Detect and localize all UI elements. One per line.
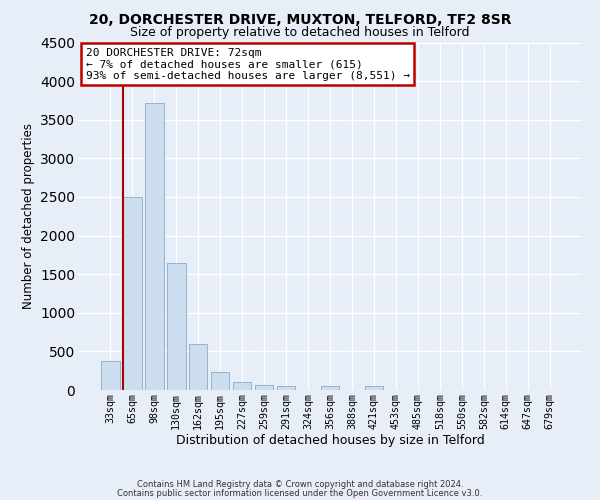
Y-axis label: Number of detached properties: Number of detached properties: [22, 123, 35, 309]
Bar: [211, 372, 229, 390]
Bar: [123, 197, 142, 390]
Bar: [189, 344, 208, 390]
Bar: [167, 264, 185, 390]
X-axis label: Distribution of detached houses by size in Telford: Distribution of detached houses by size …: [176, 434, 484, 448]
Bar: [233, 382, 251, 390]
Text: 20, DORCHESTER DRIVE, MUXTON, TELFORD, TF2 8SR: 20, DORCHESTER DRIVE, MUXTON, TELFORD, T…: [89, 12, 511, 26]
Bar: [145, 102, 164, 390]
Bar: [101, 360, 119, 390]
Bar: [320, 386, 340, 390]
Bar: [277, 386, 295, 390]
Text: Contains public sector information licensed under the Open Government Licence v3: Contains public sector information licen…: [118, 488, 482, 498]
Text: Size of property relative to detached houses in Telford: Size of property relative to detached ho…: [130, 26, 470, 39]
Bar: [255, 386, 274, 390]
Bar: [365, 386, 383, 390]
Text: Contains HM Land Registry data © Crown copyright and database right 2024.: Contains HM Land Registry data © Crown c…: [137, 480, 463, 489]
Text: 20 DORCHESTER DRIVE: 72sqm
← 7% of detached houses are smaller (615)
93% of semi: 20 DORCHESTER DRIVE: 72sqm ← 7% of detac…: [86, 48, 410, 81]
